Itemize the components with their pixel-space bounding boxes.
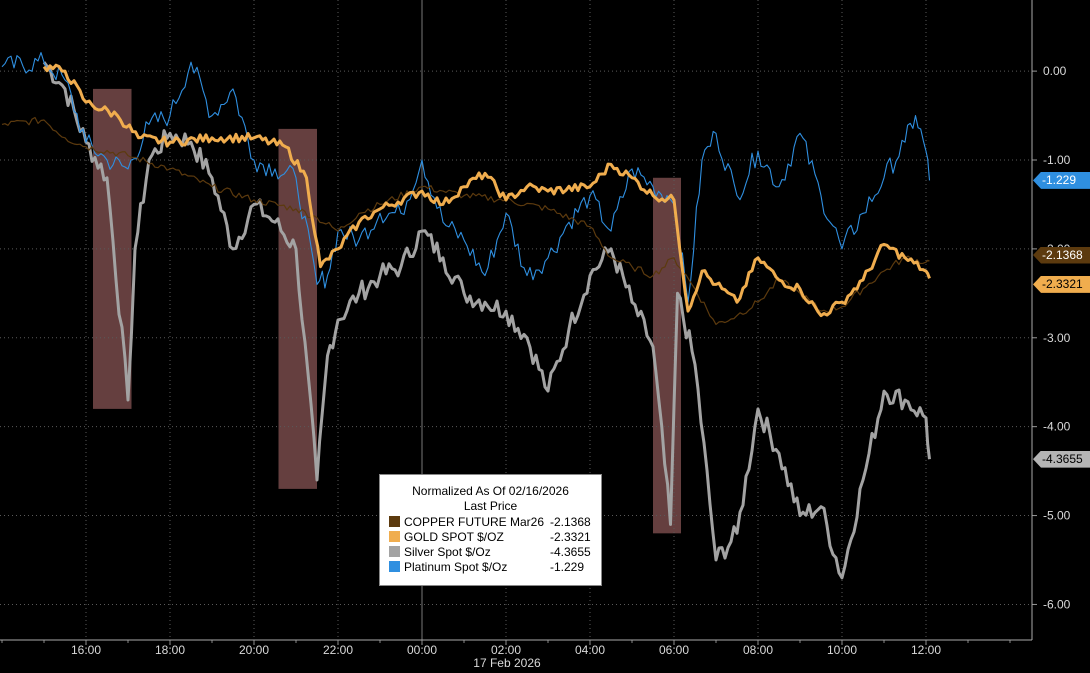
y-tick-label: -1.00 xyxy=(1043,153,1071,167)
x-tick-label: 16:00 xyxy=(71,643,101,657)
legend-value-gold: -2.3321 xyxy=(550,529,591,544)
legend-title: Normalized As Of 02/16/2026 xyxy=(412,484,569,498)
gridlines xyxy=(0,0,1032,640)
highlight-regions xyxy=(93,88,681,534)
y-tick-label: -6.00 xyxy=(1043,597,1071,611)
y-tick-label: 0.00 xyxy=(1043,64,1067,78)
legend-swatch-silver xyxy=(389,546,400,557)
last-price-tag-copper: -2.1368 xyxy=(1033,246,1090,264)
x-axis-date-label: 17 Feb 2026 xyxy=(473,656,541,670)
x-tick-label: 20:00 xyxy=(239,643,269,657)
legend-entry-gold: GOLD SPOT $/OZ -2.3321 xyxy=(380,529,601,544)
x-tick-label: 12:00 xyxy=(911,643,941,657)
highlight-region-2 xyxy=(278,128,317,489)
legend-value-copper: -2.1368 xyxy=(550,514,591,529)
legend-value-silver: -4.3655 xyxy=(550,544,591,559)
legend-label-silver: Silver Spot $/Oz xyxy=(404,544,491,559)
x-tick-label: 10:00 xyxy=(827,643,857,657)
axes: 0.00-1.00-2.00-3.00-4.00-5.00-6.0016:001… xyxy=(0,0,1071,657)
legend-swatch-copper xyxy=(389,516,400,527)
x-tick-label: 08:00 xyxy=(743,643,773,657)
legend-entry-copper: COPPER FUTURE Mar26 -2.1368 xyxy=(380,514,601,529)
last-price-tag-silver: -4.3655 xyxy=(1033,450,1090,468)
last-price-tag-platinum: -1.229 xyxy=(1033,171,1090,189)
y-tick-label: -4.00 xyxy=(1043,420,1071,434)
y-tick-label: -3.00 xyxy=(1043,331,1071,345)
legend: Normalized As Of 02/16/2026 Last Price C… xyxy=(379,474,602,586)
legend-entry-silver: Silver Spot $/Oz -4.3655 xyxy=(380,544,601,559)
legend-value-platinum: -1.229 xyxy=(550,559,585,574)
x-tick-label: 04:00 xyxy=(575,643,605,657)
x-tick-label: 02:00 xyxy=(491,643,521,657)
series-lines xyxy=(1,52,931,580)
legend-label-gold: GOLD SPOT $/OZ xyxy=(404,529,504,544)
x-tick-label: 22:00 xyxy=(323,643,353,657)
last-price-tag-gold: -2.3321 xyxy=(1033,275,1090,293)
legend-label-copper: COPPER FUTURE Mar26 xyxy=(404,514,545,529)
legend-entry-platinum: Platinum Spot $/Oz -1.229 xyxy=(380,559,601,574)
y-tick-label: -5.00 xyxy=(1043,509,1071,523)
legend-swatch-gold xyxy=(389,531,400,542)
series-line-silver-spot-oz xyxy=(42,61,931,580)
legend-label-platinum: Platinum Spot $/Oz xyxy=(404,559,508,574)
x-tick-label: 18:00 xyxy=(155,643,185,657)
legend-swatch-platinum xyxy=(389,561,400,572)
series-line-platinum-spot-oz xyxy=(1,52,931,303)
legend-subtitle: Last Price xyxy=(463,499,518,513)
series-line-gold-spot-oz xyxy=(42,63,931,318)
x-tick-label: 06:00 xyxy=(659,643,689,657)
x-tick-label: 00:00 xyxy=(407,643,437,657)
